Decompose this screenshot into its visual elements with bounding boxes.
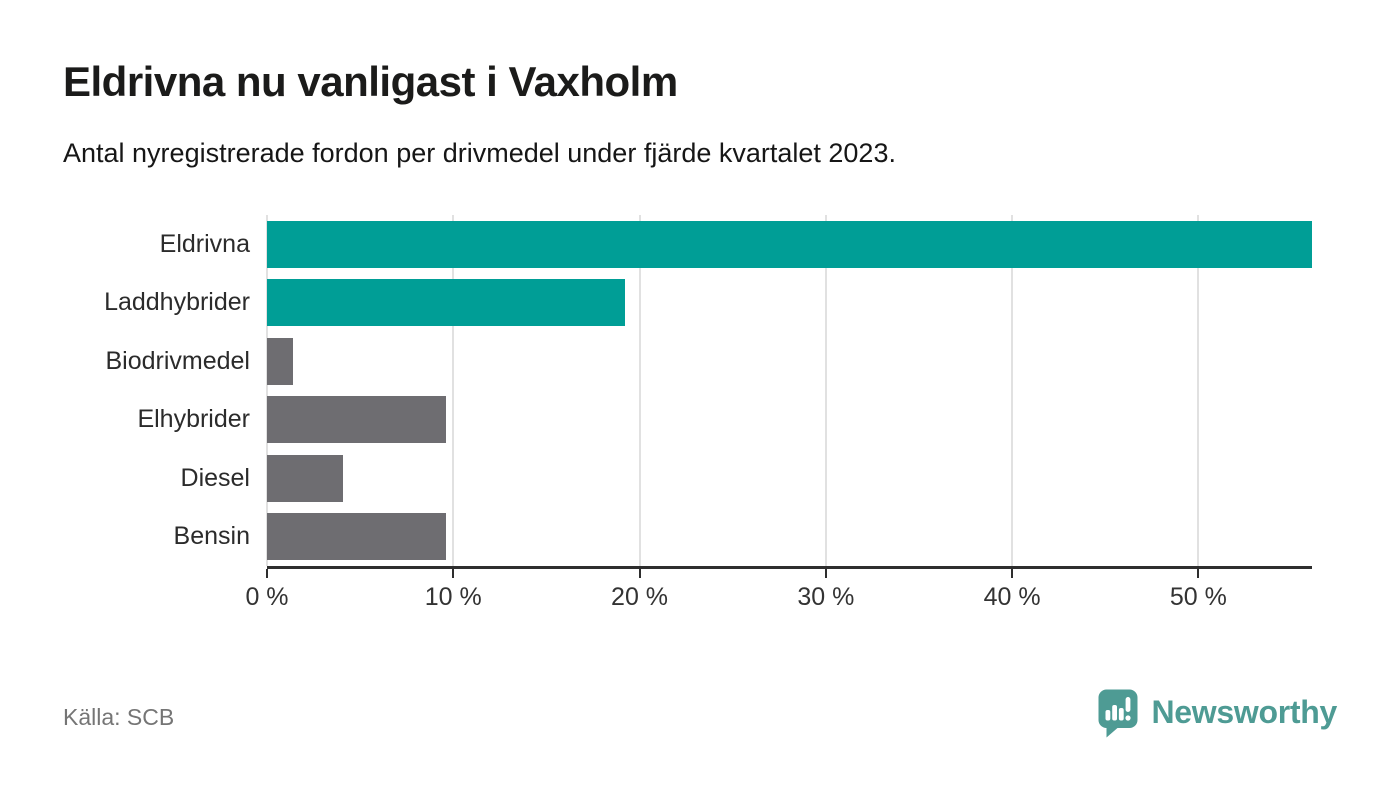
axis-tick-label-40: 40 % <box>983 583 1041 611</box>
bar-row: Diesel <box>63 449 1312 508</box>
axis-tick-50 <box>1197 569 1200 578</box>
chart-title: Eldrivna nu vanligast i Vaxholm <box>63 58 678 105</box>
bar-track <box>267 396 1312 444</box>
gridline-0 <box>266 215 268 566</box>
axis-tick-40 <box>1011 569 1014 578</box>
category-label: Bensin <box>173 522 250 551</box>
bar-row: Laddhybrider <box>63 274 1312 333</box>
axis-tick-label-0: 0 % <box>245 583 289 611</box>
bar-track <box>267 279 1312 327</box>
gridline-20 <box>638 215 641 566</box>
bar-track <box>267 220 1312 268</box>
gridline-40 <box>1011 215 1014 566</box>
axis-tick-label-50: 50 % <box>1169 583 1227 611</box>
bar-track <box>267 337 1312 385</box>
bar-track <box>267 454 1312 502</box>
axis-tick-label-30: 30 % <box>797 583 855 611</box>
bar-track <box>267 513 1312 561</box>
bar-diesel <box>267 454 344 502</box>
bar-row: Biodrivmedel <box>63 332 1312 391</box>
bar-laddhybrider <box>267 279 625 327</box>
chart-bars: Eldrivna Laddhybrider Biodrivmedel Elhybrid… <box>63 215 1312 566</box>
newsworthy-logo: Newsworthy <box>1097 688 1338 739</box>
bar-row: Elhybrider <box>63 391 1312 450</box>
axis-tick-label-20: 20 % <box>611 583 669 611</box>
category-label: Laddhybrider <box>104 288 250 317</box>
bar-chart: Eldrivna Laddhybrider Biodrivmedel Elhybrid… <box>63 215 1312 566</box>
newsworthy-logo-text: Newsworthy <box>1151 694 1338 730</box>
bar-elhybrider <box>267 396 446 444</box>
category-label: Elhybrider <box>137 405 250 434</box>
axis-tick-label-10: 10 % <box>424 583 482 611</box>
category-label: Eldrivna <box>159 229 250 258</box>
bar-bensin <box>267 513 446 561</box>
category-label: Biodrivmedel <box>105 346 250 375</box>
gridline-10 <box>452 215 455 566</box>
bar-eldrivna <box>267 220 1312 268</box>
newsworthy-logo-icon <box>1098 689 1137 738</box>
gridline-50 <box>1197 215 1200 566</box>
axis-tick-0 <box>266 569 268 578</box>
axis-tick-30 <box>824 569 827 578</box>
bar-row: Eldrivna <box>63 215 1312 274</box>
x-axis: 0 % 10 % 20 % 30 % 40 % 50 % <box>245 566 1312 611</box>
axis-tick-20 <box>638 569 641 578</box>
bar-biodrivmedel <box>267 337 294 385</box>
gridline-30 <box>824 215 827 566</box>
bar-row: Bensin <box>63 508 1312 567</box>
source-note: Källa: SCB <box>63 704 175 730</box>
category-label: Diesel <box>180 463 250 492</box>
chart-gridlines <box>266 215 1312 566</box>
chart-subtitle: Antal nyregistrerade fordon per drivmede… <box>63 138 896 168</box>
axis-tick-10 <box>452 569 455 578</box>
